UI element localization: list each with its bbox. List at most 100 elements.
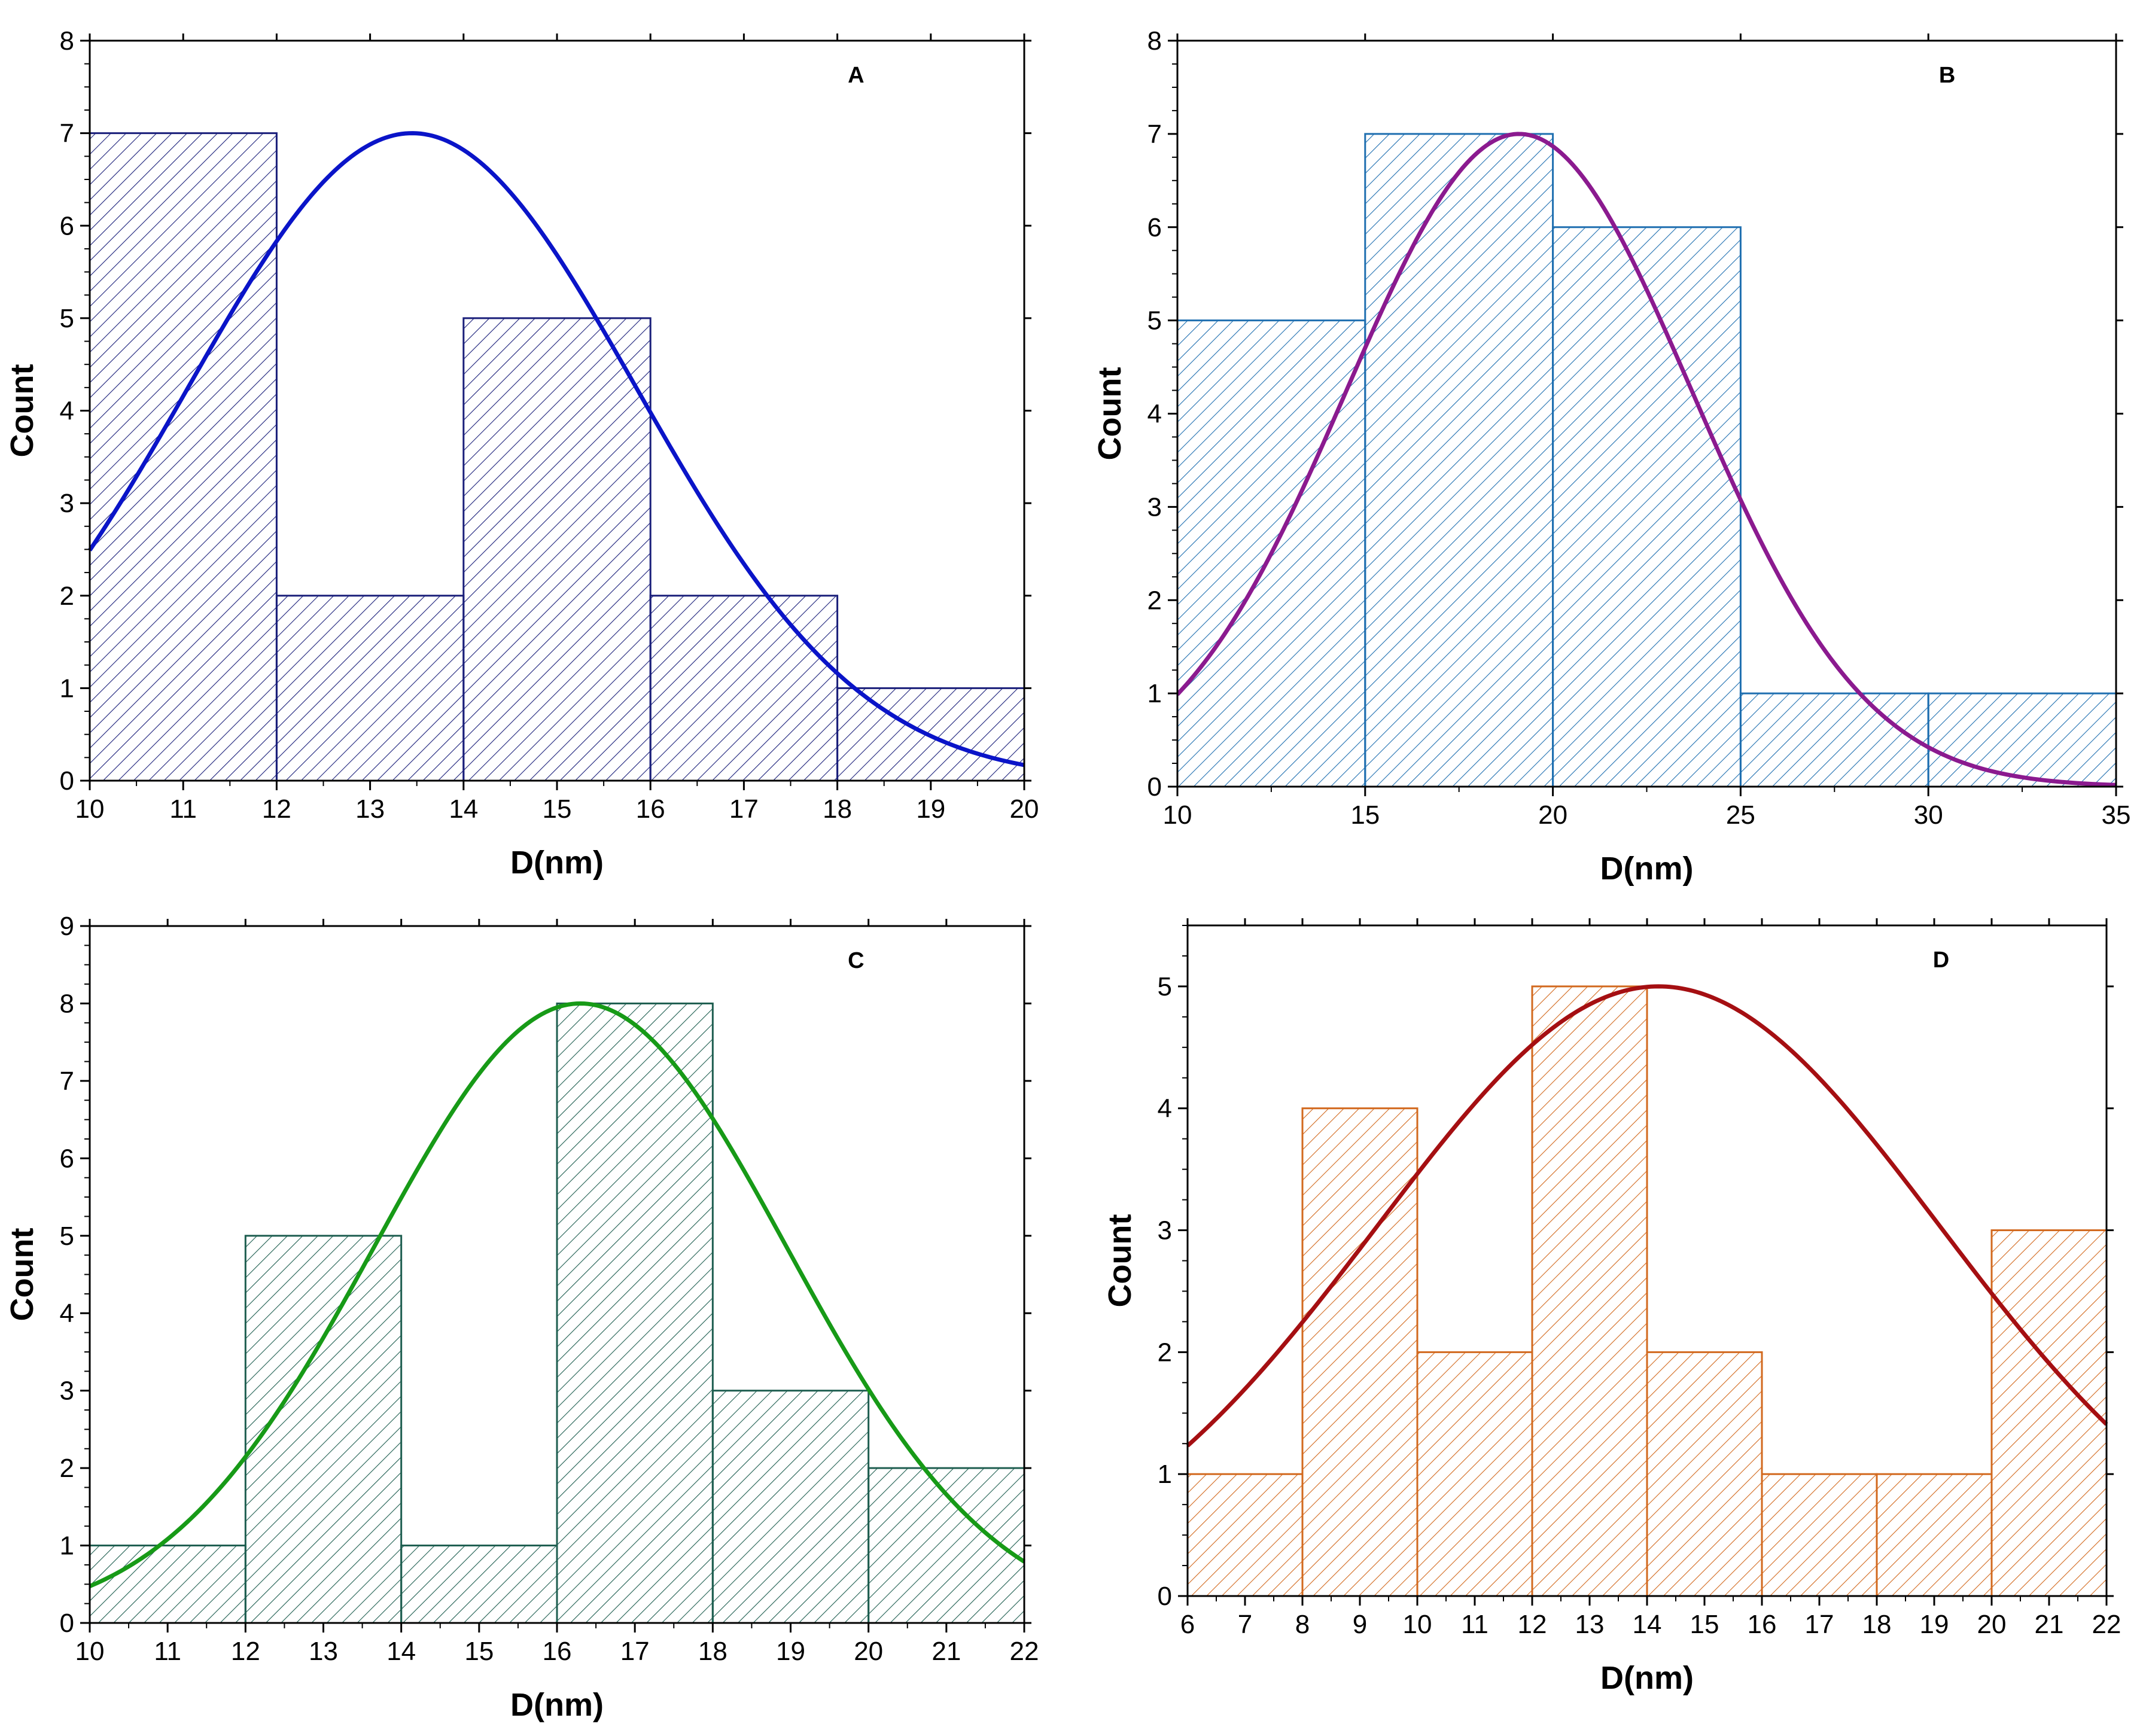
x-axis-ticks: 10 15 20 25 30 35 bbox=[1163, 33, 2131, 830]
histogram-bar bbox=[1531, 985, 1648, 1597]
y-axis-ticks: 0 1 2 3 4 5 bbox=[1158, 925, 2114, 1611]
y-tick-label: 9 bbox=[60, 912, 74, 941]
x-axis-ticks: 10 11 12 13 14 15 16 17 18 19 20 bbox=[75, 33, 1039, 824]
x-axis-ticks: 10 11 12 13 14 15 16 17 18 19 20 21 22 bbox=[75, 919, 1039, 1666]
y-tick-label: 1 bbox=[1147, 679, 1162, 708]
x-tick-label: 22 bbox=[1010, 1637, 1039, 1666]
y-axis-title: Count bbox=[4, 1228, 40, 1321]
histogram-bar bbox=[1761, 1473, 1878, 1597]
y-tick-label: 5 bbox=[60, 304, 74, 333]
x-axis-title: D(nm) bbox=[510, 845, 604, 881]
y-tick-label: 8 bbox=[60, 989, 74, 1018]
chart-panel-d: D(nm) Count 6 7 8 9 10 11 12 13 14 15 16 17 18 19 20 21… bbox=[1102, 918, 2121, 1696]
histogram-bar bbox=[1552, 226, 1742, 788]
x-tick-label: 7 bbox=[1238, 1610, 1252, 1639]
x-axis-title: D(nm) bbox=[510, 1687, 604, 1723]
x-tick-label: 19 bbox=[776, 1637, 805, 1666]
y-axis-ticks: 0 1 2 3 4 5 6 7 8 bbox=[60, 26, 1031, 796]
histogram-bar bbox=[1364, 133, 1554, 788]
histogram-bar bbox=[462, 317, 652, 782]
x-tick-label: 14 bbox=[1633, 1610, 1662, 1639]
histogram-bar bbox=[1927, 692, 2117, 788]
x-axis-ticks: 6 7 8 9 10 11 12 13 14 15 16 17 18 19 20 21 22 bbox=[1180, 918, 2121, 1639]
y-tick-label: 2 bbox=[1147, 586, 1162, 615]
histogram-bar bbox=[711, 1390, 870, 1624]
x-tick-label: 14 bbox=[386, 1637, 416, 1666]
gaussian-fit-curve bbox=[1186, 984, 2108, 1448]
y-tick-label: 8 bbox=[60, 26, 74, 56]
y-tick-label: 1 bbox=[1158, 1460, 1172, 1489]
panel-label: A bbox=[848, 63, 864, 88]
x-tick-label: 10 bbox=[75, 794, 105, 824]
x-tick-label: 10 bbox=[75, 1637, 105, 1666]
chart-panel-a: D(nm) Count 10 11 12 13 14 15 16 17 18 19 20012345… bbox=[4, 26, 1039, 881]
x-tick-label: 19 bbox=[1920, 1610, 1949, 1639]
y-tick-label: 4 bbox=[60, 397, 74, 426]
histogram-bars bbox=[89, 132, 1025, 782]
histogram-bar bbox=[1301, 1107, 1419, 1597]
x-tick-label: 11 bbox=[154, 1637, 181, 1666]
x-tick-label: 18 bbox=[698, 1637, 727, 1666]
x-tick-label: 17 bbox=[1805, 1610, 1834, 1639]
x-tick-label: 11 bbox=[169, 794, 197, 824]
y-axis-title: Count bbox=[1102, 1214, 1138, 1308]
x-tick-label: 13 bbox=[355, 794, 385, 824]
x-tick-label: 12 bbox=[231, 1637, 260, 1666]
y-tick-label: 3 bbox=[60, 489, 74, 518]
y-tick-label: 7 bbox=[60, 119, 74, 148]
x-tick-label: 20 bbox=[1010, 794, 1039, 824]
histogram-bar bbox=[1876, 1473, 1993, 1597]
y-tick-label: 6 bbox=[60, 1144, 74, 1173]
x-tick-label: 17 bbox=[620, 1637, 650, 1666]
histogram-bar bbox=[649, 595, 839, 782]
x-tick-label: 18 bbox=[823, 794, 852, 824]
histogram-bar bbox=[1186, 1473, 1304, 1597]
y-tick-label: 1 bbox=[60, 1531, 74, 1561]
x-tick-label: 14 bbox=[449, 794, 478, 824]
gaussian-fit-curve bbox=[88, 131, 1025, 768]
y-tick-label: 1 bbox=[60, 674, 74, 703]
x-tick-label: 22 bbox=[2092, 1610, 2121, 1639]
histogram-bar bbox=[275, 595, 465, 782]
x-tick-label: 35 bbox=[2102, 800, 2131, 830]
y-tick-label: 6 bbox=[60, 211, 74, 240]
x-tick-label: 25 bbox=[1726, 800, 1755, 830]
gaussian-fit-curve bbox=[89, 1001, 1025, 1588]
x-tick-label: 30 bbox=[1914, 800, 1943, 830]
y-tick-label: 0 bbox=[60, 1609, 74, 1638]
gaussian-fit-curve bbox=[1176, 132, 2117, 787]
x-tick-label: 13 bbox=[1575, 1610, 1605, 1639]
x-tick-label: 21 bbox=[2035, 1610, 2064, 1639]
x-tick-label: 21 bbox=[932, 1637, 961, 1666]
y-tick-label: 5 bbox=[60, 1222, 74, 1251]
histogram-bar bbox=[1646, 1351, 1763, 1597]
y-tick-label: 3 bbox=[60, 1376, 74, 1406]
x-tick-label: 6 bbox=[1180, 1610, 1195, 1639]
x-tick-label: 20 bbox=[854, 1637, 883, 1666]
x-tick-label: 11 bbox=[1461, 1610, 1488, 1639]
y-axis-ticks: 0 1 2 3 4 5 6 7 8 bbox=[1147, 26, 2123, 802]
y-tick-label: 8 bbox=[1147, 26, 1162, 56]
y-tick-label: 0 bbox=[1147, 772, 1162, 802]
x-tick-label: 15 bbox=[1350, 800, 1380, 830]
histogram-bar bbox=[556, 1002, 714, 1624]
y-tick-label: 4 bbox=[1158, 1094, 1172, 1123]
x-tick-label: 16 bbox=[636, 794, 665, 824]
y-tick-label: 2 bbox=[1158, 1338, 1172, 1367]
x-tick-label: 20 bbox=[1538, 800, 1567, 830]
x-tick-label: 10 bbox=[1163, 800, 1192, 830]
x-tick-label: 12 bbox=[262, 794, 291, 824]
histogram-bar bbox=[400, 1545, 558, 1624]
y-tick-label: 2 bbox=[60, 1454, 74, 1483]
x-tick-label: 9 bbox=[1353, 1610, 1367, 1639]
x-tick-label: 17 bbox=[729, 794, 759, 824]
histogram-bar bbox=[1990, 1229, 2108, 1597]
y-tick-label: 5 bbox=[1158, 972, 1172, 1001]
y-tick-label: 3 bbox=[1147, 492, 1162, 522]
histogram-bar bbox=[89, 132, 278, 782]
histogram-bar bbox=[1739, 692, 1929, 788]
y-axis-title: Count bbox=[1092, 367, 1128, 461]
y-tick-label: 0 bbox=[1158, 1582, 1172, 1611]
y-tick-label: 2 bbox=[60, 581, 74, 611]
